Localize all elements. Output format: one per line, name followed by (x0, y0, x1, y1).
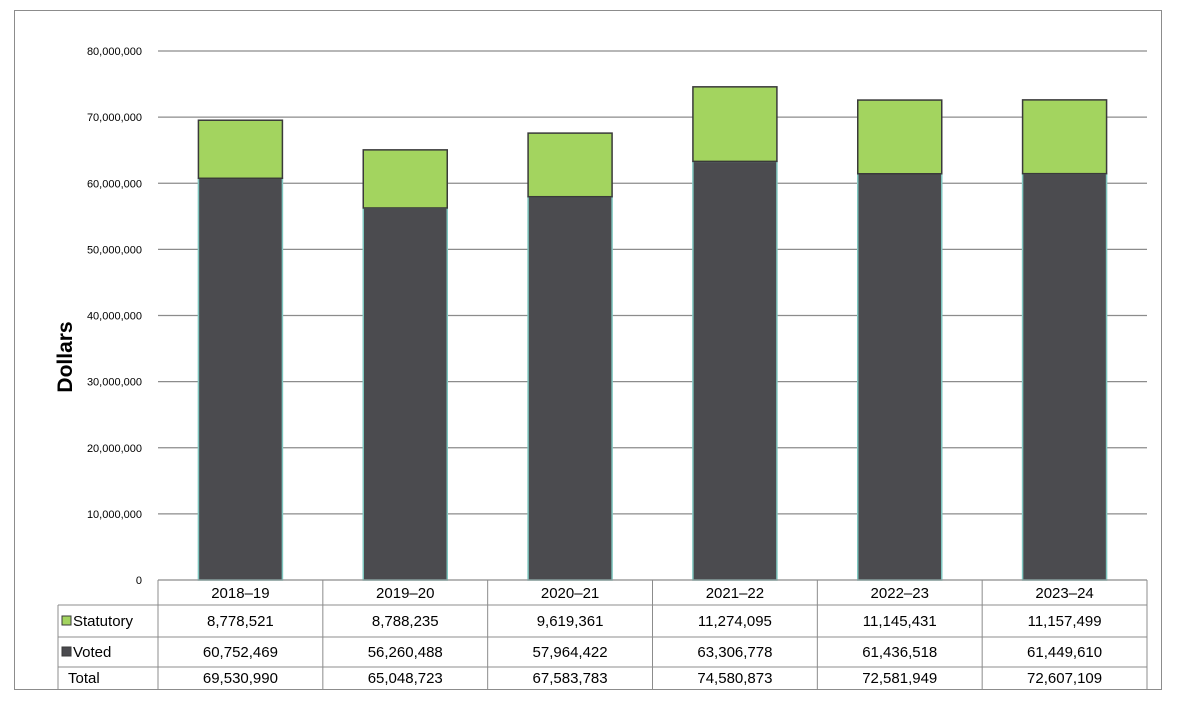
bar-statutory (527, 132, 613, 198)
category-label: 2021–22 (706, 585, 764, 602)
bar-statutory (692, 86, 778, 163)
legend-key-voted (61, 646, 72, 657)
table-value-statutory: 11,157,499 (1028, 613, 1102, 630)
table-value-statutory: 11,145,431 (863, 613, 937, 630)
bar-voted (527, 195, 613, 581)
data-table: 2018–19 2019–20 2020–21 2021–22 2022–23 2023–… (57, 579, 1148, 689)
y-tick-label: 40,000,000 (87, 311, 142, 323)
y-axis-label: Dollars (54, 321, 77, 392)
row-label-total: Total (68, 670, 100, 687)
table-value-total: 72,581,949 (862, 670, 937, 687)
gridlines (158, 50, 1147, 581)
bar-statutory (857, 99, 943, 175)
table-value-statutory: 8,788,235 (372, 613, 439, 630)
y-tick-label: 30,000,000 (87, 377, 142, 389)
bar-voted (857, 173, 943, 581)
bar-voted (197, 177, 284, 581)
y-tick-label: 80,000,000 (87, 46, 142, 58)
y-tick-label: 70,000,000 (87, 112, 142, 124)
table-value-voted: 57,964,422 (533, 644, 608, 661)
table-value-voted: 63,306,778 (697, 644, 772, 661)
y-tick-label: 50,000,000 (87, 244, 142, 256)
table-value-statutory: 8,778,521 (207, 613, 274, 630)
table-value-total: 67,583,783 (533, 670, 608, 687)
table-value-total: 74,580,873 (697, 670, 772, 687)
category-label: 2018–19 (211, 585, 269, 602)
legend-label-statutory: Statutory (73, 613, 134, 630)
table-value-statutory: 9,619,361 (537, 613, 604, 630)
bar-statutory (362, 149, 448, 209)
bar-statutory (1021, 99, 1108, 175)
bar-voted (362, 207, 448, 581)
y-axis-ticks: 0 10,000,000 20,000,000 30,000,000 40,000,00… (87, 46, 142, 587)
category-label: 2019–20 (376, 585, 434, 602)
table-value-statutory: 11,274,095 (698, 613, 772, 630)
table-value-total: 72,607,109 (1027, 670, 1102, 687)
chart-frame: 0 10,000,000 20,000,000 30,000,000 40,000,00… (14, 10, 1162, 690)
stacked-bar-chart: 0 10,000,000 20,000,000 30,000,000 40,000,00… (54, 46, 1148, 689)
y-tick-label: 60,000,000 (87, 178, 142, 190)
table-value-total: 65,048,723 (368, 670, 443, 687)
bar-voted (692, 160, 778, 581)
bar-voted (1021, 172, 1108, 581)
category-label: 2020–21 (541, 585, 599, 602)
bar-statutory (197, 119, 284, 180)
bars (197, 86, 1108, 581)
y-tick-label: 20,000,000 (87, 443, 142, 455)
table-value-voted: 61,449,610 (1027, 644, 1102, 661)
y-tick-label: 10,000,000 (87, 509, 142, 521)
table-value-voted: 61,436,518 (862, 644, 937, 661)
category-label: 2022–23 (871, 585, 929, 602)
table-value-total: 69,530,990 (203, 670, 278, 687)
table-value-voted: 60,752,469 (203, 644, 278, 661)
category-label: 2023–24 (1035, 585, 1093, 602)
legend-label-voted: Voted (73, 644, 111, 661)
y-tick-label: 0 (136, 575, 142, 587)
legend-key-statutory (61, 615, 72, 626)
table-value-voted: 56,260,488 (368, 644, 443, 661)
